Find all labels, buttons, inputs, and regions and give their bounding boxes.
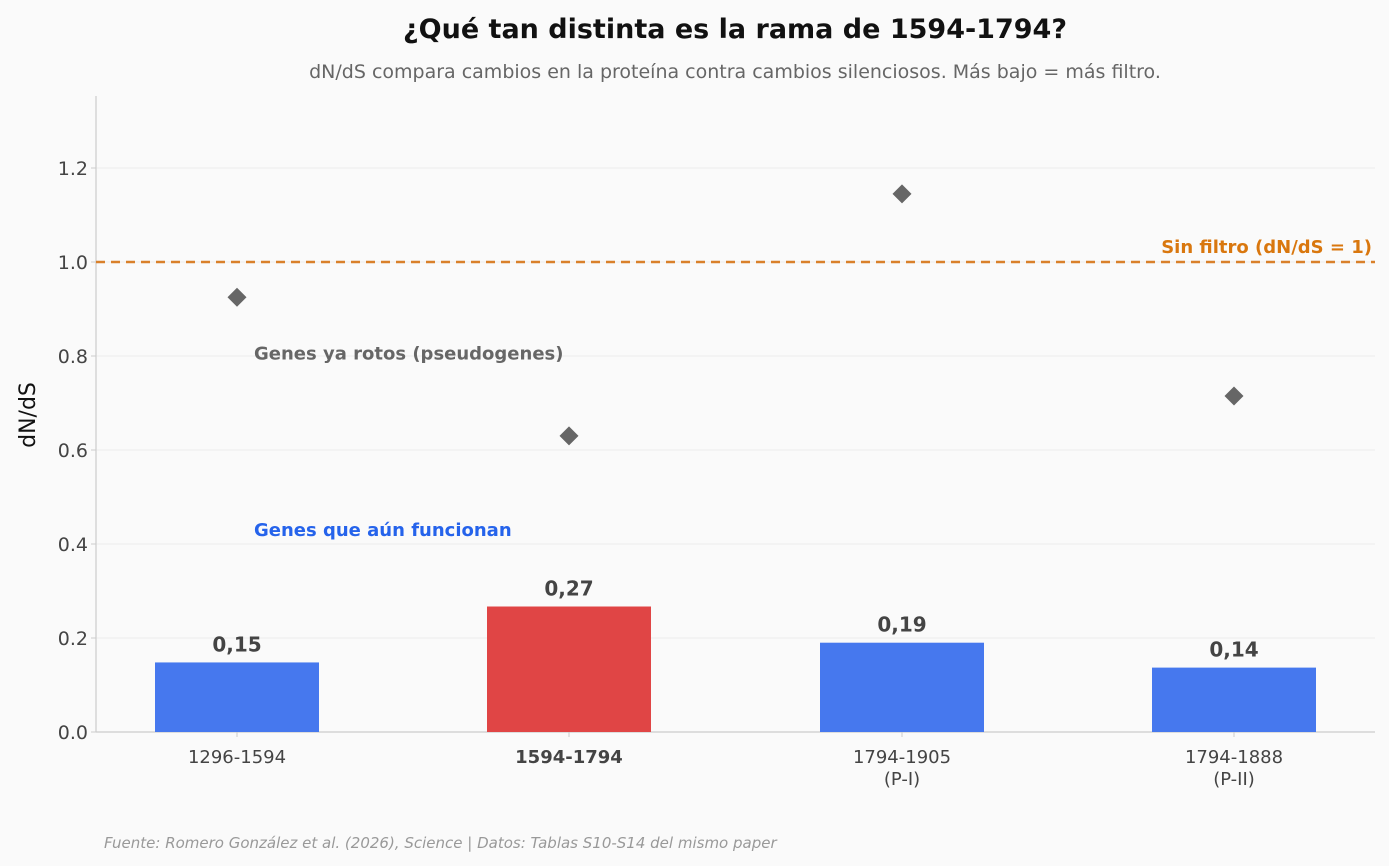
bar-value-label: 0,14 [1209,638,1258,662]
x-tick-label-line2: (P-I) [884,769,920,790]
chart-title: ¿Qué tan distinta es la rama de 1594-179… [403,14,1067,45]
x-tick-label: 1594-1794 [515,747,623,768]
y-tick-label: 0.2 [58,628,88,650]
bar-4 [1152,667,1316,732]
bar-value-label: 0,19 [877,613,926,637]
bar-3 [820,642,984,732]
source-note: Fuente: Romero González et al. (2026), S… [104,834,777,852]
pseudogene-point-4 [1224,386,1244,406]
x-tick-label-line2: (P-II) [1213,769,1255,790]
x-tick-label: 1794-1888 [1185,747,1283,768]
y-tick-labels: 0.0 0.2 0.4 0.6 0.8 1.0 1.2 [58,158,96,744]
y-axis-label: dN/dS [16,382,41,448]
chart-subtitle: dN/dS compara cambios en la proteína con… [309,61,1161,83]
y-tick-label: 1.0 [58,252,88,274]
bar-value-labels: 0,15 0,27 0,19 0,14 [212,577,1258,662]
bar-1 [155,662,319,732]
y-tick-label: 0.4 [58,534,88,556]
annotation-functional-genes: Genes que aún funcionan [254,520,512,541]
bar-series [155,606,1316,732]
pseudogene-points [227,184,1244,446]
pseudogene-point-2 [559,426,579,446]
x-tick-label: 1296-1594 [188,747,286,768]
annotation-pseudogenes: Genes ya rotos (pseudogenes) [254,344,563,365]
y-tick-label: 1.2 [58,158,88,180]
x-tick-label: 1794-1905 [853,747,951,768]
y-tick-label: 0.8 [58,346,88,368]
x-tick-labels: 1296-1594 1594-1794 1794-1905(P-I) 1794-188… [188,732,1283,790]
y-tick-label: 0.0 [58,722,88,744]
y-tick-label: 0.6 [58,440,88,462]
pseudogene-point-1 [227,287,247,307]
reference-line-label: Sin filtro (dN/dS = 1) [1161,237,1372,258]
bar-2 [487,606,651,732]
pseudogene-point-3 [892,184,912,204]
bar-value-label: 0,15 [212,632,261,656]
bar-value-label: 0,27 [544,577,593,601]
